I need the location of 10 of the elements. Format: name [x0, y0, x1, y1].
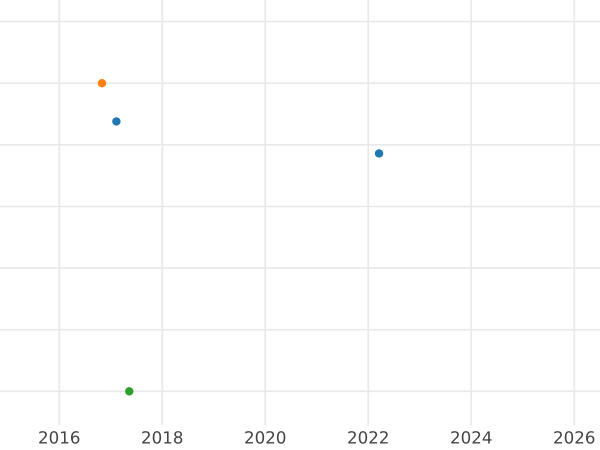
x-tick-label: 2016 — [39, 431, 80, 444]
point — [98, 79, 106, 88]
x-tick-label: 2022 — [348, 431, 388, 444]
point — [112, 117, 121, 126]
point — [125, 387, 134, 396]
x-tick-label: 2018 — [142, 431, 182, 444]
x-tick-label: 2024 — [451, 431, 492, 444]
x-tick-label: 2026 — [554, 431, 594, 444]
point — [374, 149, 384, 158]
x-tick-label: 2020 — [245, 431, 286, 444]
